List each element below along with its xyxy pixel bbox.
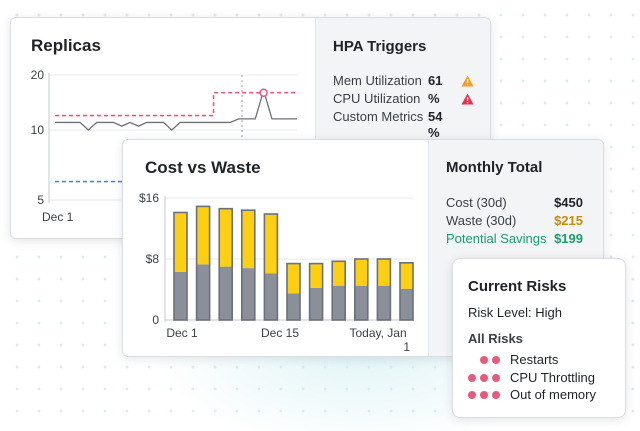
- cost-vs-waste-card: Cost vs Waste 0 $8 $16 Dec 1 Dec 15 Toda…: [122, 139, 604, 357]
- risk-cpu-throttling-label: CPU Throttling: [510, 370, 596, 385]
- risk-severity-dots: [468, 374, 508, 384]
- hpa-row-mem: Mem Utilization 61: [333, 73, 490, 89]
- bar-outline-3: [218, 207, 233, 321]
- hpa-custom-label: Custom Metrics: [333, 109, 424, 124]
- cost-vs-waste-title: Cost vs Waste: [145, 158, 261, 177]
- hpa-row-cpu: CPU Utilization %: [333, 91, 490, 107]
- cost-bar-9: [354, 285, 368, 320]
- replicas-xtick-dec1: Dec 1: [42, 210, 74, 224]
- cost-bar-4: [241, 268, 255, 320]
- severity-dot-icon: [480, 374, 488, 382]
- monthly-cost-value: $450: [554, 195, 583, 210]
- hpa-custom-value-num: 54: [428, 109, 443, 124]
- hpa-custom-value-unit: %: [428, 125, 440, 140]
- severity-dot-icon: [468, 374, 476, 382]
- replicas-marker: [259, 88, 268, 97]
- monthly-row-savings: Potential Savings $199: [446, 231, 583, 247]
- cost-xtick-today-line1: Today, Jan: [350, 326, 407, 340]
- cost-ytick-8: $8: [146, 252, 160, 266]
- cost-bar-5: [264, 273, 278, 320]
- cost-bar-7: [309, 287, 323, 320]
- cost-xtick-today: Today, Jan 1: [350, 326, 411, 354]
- severity-dot-icon: [492, 391, 500, 399]
- hpa-cpu-label: CPU Utilization: [333, 91, 421, 106]
- waste-bar-7: [309, 263, 323, 288]
- waste-bar-1: [174, 212, 187, 272]
- current-risks-card: Current Risks Risk Level: High All Risks…: [452, 258, 626, 418]
- bar-outline-6: [286, 262, 301, 321]
- hpa-row-custom: Custom Metrics 54 %: [333, 109, 490, 143]
- replicas-series-0: [55, 87, 297, 131]
- hpa-mem-label: Mem Utilization: [333, 73, 422, 88]
- bar-outline-9: [354, 258, 369, 321]
- waste-bar-5: [264, 214, 278, 274]
- cost-bar-3: [219, 266, 233, 320]
- bar-outline-11: [399, 262, 414, 321]
- replicas-title: Replicas: [31, 36, 101, 55]
- alert-triangle-icon: [461, 93, 474, 105]
- cost-bar-8: [332, 285, 346, 320]
- cost-xtick-today-line2: 1: [403, 340, 410, 354]
- risk-level: Risk Level: High: [468, 305, 562, 320]
- cost-ytick-16: $16: [139, 191, 159, 205]
- monthly-waste-value: $215: [554, 213, 583, 228]
- hpa-mem-value: 61: [428, 73, 443, 88]
- waste-bar-4: [241, 210, 255, 269]
- monthly-savings-label: Potential Savings: [446, 231, 547, 246]
- bar-outline-1: [173, 211, 188, 321]
- replicas-series-1: [55, 91, 297, 117]
- all-risks-heading: All Risks: [468, 331, 523, 346]
- cost-ytick-0: 0: [152, 313, 159, 327]
- risk-level-value: High: [535, 305, 562, 320]
- waste-bar-3: [219, 208, 233, 267]
- monthly-savings-value: $199: [554, 231, 583, 246]
- monthly-total-title: Monthly Total: [446, 159, 543, 176]
- bar-outline-5: [263, 213, 279, 321]
- monthly-row-cost: Cost (30d) $450: [446, 195, 583, 211]
- monthly-cost-label: Cost (30d): [446, 195, 507, 210]
- bar-outline-8: [331, 260, 346, 321]
- bar-outline-2: [195, 205, 211, 321]
- severity-dot-icon: [492, 356, 500, 364]
- cost-bar-6: [287, 293, 300, 320]
- hpa-triggers-title: HPA Triggers: [333, 38, 427, 55]
- waste-bar-9: [354, 259, 368, 286]
- cost-bar-1: [174, 271, 187, 320]
- replicas-ytick-10: 10: [31, 123, 45, 137]
- cost-xtick-dec15: Dec 15: [261, 326, 299, 340]
- waste-bar-2: [196, 206, 210, 265]
- severity-dot-icon: [468, 391, 476, 399]
- warning-triangle-icon: [461, 75, 474, 87]
- risk-severity-dots: [468, 356, 508, 366]
- waste-bar-10: [377, 259, 391, 286]
- bar-outline-10: [376, 258, 392, 321]
- risk-restarts-label: Restarts: [510, 352, 559, 367]
- waste-bar-11: [400, 262, 413, 289]
- monthly-waste-label: Waste (30d): [446, 213, 517, 228]
- hpa-cpu-value: %: [428, 91, 440, 106]
- cost-bar-10: [377, 285, 391, 320]
- cost-vs-waste-chart: 0 $8 $16 Dec 1 Dec 15 Today, Jan 1: [139, 191, 414, 354]
- cost-bar-11: [400, 288, 413, 320]
- monthly-row-waste: Waste (30d) $215: [446, 213, 583, 229]
- replicas-ytick-20: 20: [31, 68, 45, 82]
- current-risks-title: Current Risks: [468, 278, 567, 295]
- cost-xtick-dec1: Dec 1: [166, 326, 198, 340]
- cost-bar-2: [196, 264, 210, 320]
- severity-dot-icon: [480, 391, 488, 399]
- replicas-ytick-5: 5: [37, 193, 44, 207]
- risk-level-label: Risk Level:: [468, 305, 532, 320]
- bar-outline-7: [308, 262, 324, 321]
- risk-severity-dots: [468, 391, 508, 401]
- bar-outline-4: [241, 209, 256, 321]
- hpa-custom-value: 54 %: [428, 109, 452, 141]
- waste-bar-8: [332, 261, 346, 286]
- waste-bar-6: [287, 263, 300, 294]
- risk-out-of-memory-label: Out of memory: [510, 387, 596, 402]
- severity-dot-icon: [492, 374, 500, 382]
- severity-dot-icon: [480, 356, 488, 364]
